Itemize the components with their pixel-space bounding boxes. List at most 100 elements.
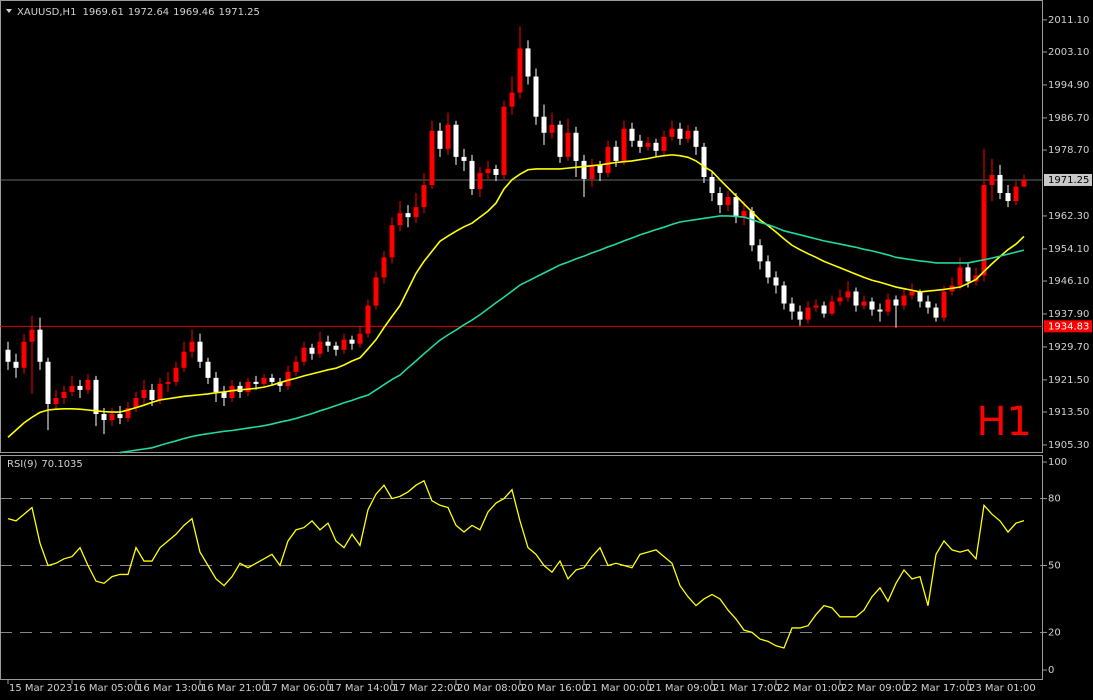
candle-body: [525, 48, 531, 77]
y-tick-label: 2003.10: [1048, 47, 1089, 58]
candle-body: [965, 267, 971, 282]
header-close: 1971.25: [219, 7, 260, 18]
candle-body: [981, 185, 987, 276]
x-tick-label: 23 Mar 01:00: [969, 683, 1036, 694]
candle-body: [605, 146, 611, 173]
header-high: 1972.64: [128, 7, 169, 18]
candle-body: [813, 305, 819, 308]
candle-body: [829, 301, 835, 314]
candle-body: [37, 329, 43, 362]
last-price-label: 1971.25: [1048, 175, 1089, 186]
timeframe-watermark: H1: [976, 399, 1032, 445]
candle-body: [653, 142, 659, 151]
y-tick-label: 1962.30: [1048, 211, 1089, 222]
candle-body: [853, 291, 859, 306]
candle-body: [645, 142, 651, 147]
candle-body: [421, 185, 427, 208]
candle-body: [245, 381, 251, 392]
candle-body: [349, 339, 355, 344]
candle-body: [309, 347, 315, 354]
last-price-box: [1044, 173, 1092, 186]
candle-body: [117, 414, 123, 419]
x-tick-label: 21 Mar 00:00: [585, 683, 652, 694]
y-tick-label: 50: [1048, 561, 1061, 572]
candle-body: [45, 361, 51, 404]
x-tick-label: 21 Mar 09:00: [649, 683, 716, 694]
candle-body: [461, 156, 467, 161]
candle-body: [733, 197, 739, 218]
candle-body: [133, 397, 139, 408]
header-low: 1969.46: [173, 7, 214, 18]
x-tick-label: 22 Mar 01:00: [777, 683, 844, 694]
x-tick-label: 17 Mar 22:00: [393, 683, 460, 694]
candle-body: [717, 193, 723, 206]
candle-body: [181, 351, 187, 368]
candle-body: [861, 301, 867, 306]
candle-body: [773, 277, 779, 286]
candle-body: [1013, 186, 1019, 202]
candle-body: [485, 168, 491, 173]
candle-body: [477, 172, 483, 190]
candle-body: [725, 197, 731, 206]
candle-body: [581, 160, 587, 179]
candle-body: [69, 385, 75, 392]
candle-body: [509, 92, 515, 107]
candle-body: [533, 76, 539, 117]
y-tick-label: 1978.70: [1048, 145, 1089, 156]
candle-body: [5, 349, 11, 362]
candle-body: [837, 297, 843, 302]
x-tick-label: 22 Mar 17:00: [905, 683, 972, 694]
candle-body: [213, 377, 219, 392]
y-tick-label: 1994.90: [1048, 80, 1089, 91]
candle-body: [957, 267, 963, 286]
candle-body: [293, 361, 299, 372]
candle-body: [21, 341, 27, 368]
candle-body: [709, 176, 715, 194]
rsi-line: [7, 479, 1025, 649]
candle-body: [925, 301, 931, 308]
chart-header: XAUUSD,H1 1969.61 1972.64 1969.46 1971.25: [17, 7, 260, 18]
candle-body: [845, 291, 851, 298]
candle-body: [677, 128, 683, 139]
y-tick-label: 1986.70: [1048, 113, 1089, 124]
candle-body: [157, 383, 163, 400]
candle-body: [909, 291, 915, 296]
candle-body: [229, 385, 235, 398]
candle-body: [597, 164, 603, 173]
moving-average-line: [119, 215, 1025, 454]
candle-body: [397, 213, 403, 226]
candle-body: [261, 377, 267, 384]
candle-body: [917, 291, 923, 302]
x-tick-label: 20 Mar 08:00: [457, 683, 524, 694]
candle-body: [877, 309, 883, 312]
menu-arrow[interactable]: [6, 9, 12, 13]
candle-body: [589, 164, 595, 179]
x-tick-label: 16 Mar 05:00: [73, 683, 140, 694]
price-panel-frame: [0, 0, 1043, 453]
candle-body: [573, 132, 579, 161]
candle-body: [469, 160, 475, 190]
candle-body: [701, 146, 707, 177]
candle-body: [381, 257, 387, 278]
candle-body: [125, 407, 131, 419]
candle-body: [405, 213, 411, 218]
candle-body: [53, 397, 59, 404]
candle-body: [549, 124, 555, 133]
x-tick-label: 15 Mar 2023: [9, 683, 72, 694]
candle-body: [285, 371, 291, 386]
y-tick-label: 100: [1048, 457, 1067, 468]
candle-body: [941, 291, 947, 318]
rsi-panel-frame: [0, 455, 1043, 680]
candle-body: [341, 339, 347, 350]
candle-body: [277, 381, 283, 386]
candle-body: [365, 305, 371, 334]
y-tick-label: 20: [1048, 627, 1061, 638]
y-tick-label: 1946.10: [1048, 276, 1089, 287]
candle-body: [189, 341, 195, 352]
candle-body: [437, 130, 443, 149]
x-tick-label: 16 Mar 21:00: [201, 683, 268, 694]
candle-body: [13, 361, 19, 368]
header-open: 1969.61: [82, 7, 123, 18]
